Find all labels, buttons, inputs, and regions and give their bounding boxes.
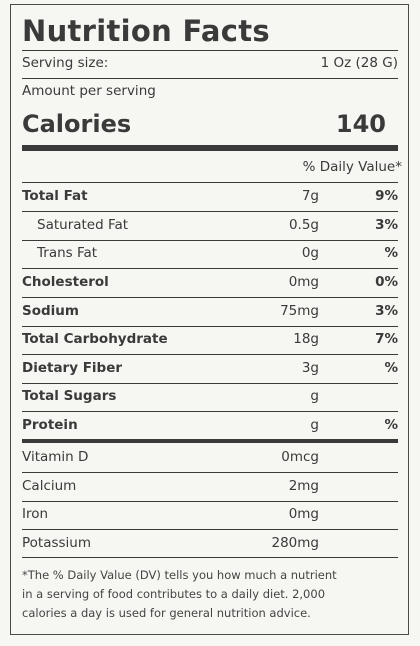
divider-thick: [22, 145, 398, 151]
footnote-line: calories a day is used for general nutri…: [22, 606, 311, 620]
nutrient-dv: %: [384, 245, 398, 261]
vitamin-name: Iron: [22, 506, 49, 522]
serving-size-value: 1 Oz (28 G): [320, 55, 398, 71]
calories-label: Calories: [22, 110, 132, 138]
nutrition-label: Nutrition Facts Serving size: 1 Oz (28 G…: [10, 4, 409, 635]
divider: [22, 326, 398, 327]
divider: [22, 182, 398, 183]
footnote: *The % Daily Value (DV) tells you how mu…: [22, 566, 352, 623]
nutrient-row-protein: Protein g %: [22, 415, 398, 435]
nutrient-name: Trans Fat: [37, 245, 98, 261]
nutrient-amount: 0mg: [288, 274, 319, 290]
divider: [22, 78, 398, 79]
nutrient-row-saturated-fat: Saturated Fat 0.5g 3%: [22, 215, 398, 235]
divider: [22, 383, 398, 384]
nutrient-dv: 0%: [375, 274, 398, 290]
nutrient-row-total-carbohydrate: Total Carbohydrate 18g 7%: [22, 329, 398, 349]
divider: [22, 211, 398, 212]
vitamin-name: Potassium: [22, 535, 92, 551]
nutrient-amount: g: [310, 388, 319, 404]
vitamin-name: Calcium: [22, 478, 77, 494]
divider: [22, 268, 398, 269]
nutrient-name: Total Fat: [22, 188, 88, 204]
nutrient-row-sodium: Sodium 75mg 3%: [22, 301, 398, 321]
nutrient-name: Dietary Fiber: [22, 360, 123, 376]
divider-thick: [22, 439, 398, 443]
vitamin-row-vitamin-d: Vitamin D 0mcg: [22, 447, 398, 467]
vitamin-amount: 2mg: [288, 478, 319, 494]
divider: [22, 354, 398, 355]
vitamin-row-calcium: Calcium 2mg: [22, 476, 398, 496]
vitamin-amount: 280mg: [271, 535, 320, 551]
nutrient-dv: %: [384, 417, 398, 433]
vitamin-amount: 0mg: [288, 506, 319, 522]
divider: [22, 297, 398, 298]
nutrient-amount: 18g: [293, 331, 319, 347]
nutrient-amount: 0g: [301, 245, 319, 261]
divider: [22, 501, 398, 502]
nutrient-name: Protein: [22, 417, 78, 433]
nutrient-dv: 3%: [375, 217, 398, 233]
nutrient-amount: g: [310, 417, 319, 433]
vitamin-amount: 0mcg: [281, 449, 319, 465]
nutrient-dv: 9%: [375, 188, 398, 204]
nutrient-row-total-sugars: Total Sugars g: [22, 386, 398, 406]
nutrient-name: Total Carbohydrate: [22, 331, 168, 347]
daily-value-header: % Daily Value*: [302, 159, 402, 175]
nutrient-amount: 3g: [301, 360, 319, 376]
vitamin-row-potassium: Potassium 280mg: [22, 533, 398, 553]
nutrient-amount: 75mg: [280, 303, 319, 319]
nutrient-dv: 7%: [375, 331, 398, 347]
calories-value: 140: [335, 110, 386, 138]
nutrient-name: Saturated Fat: [37, 217, 129, 233]
divider: [22, 411, 398, 412]
label-title: Nutrition Facts: [22, 14, 270, 48]
divider: [22, 529, 398, 530]
footnote-line: *The % Daily Value (DV) tells you how mu…: [22, 568, 337, 582]
nutrient-name: Cholesterol: [22, 274, 109, 290]
vitamin-row-iron: Iron 0mg: [22, 504, 398, 524]
nutrient-row-trans-fat: Trans Fat 0g %: [22, 243, 398, 263]
nutrient-dv: %: [384, 360, 398, 376]
vitamin-name: Vitamin D: [22, 449, 89, 465]
nutrient-amount: 0.5g: [288, 217, 319, 233]
amount-per-serving: Amount per serving: [22, 83, 156, 99]
nutrient-row-total-fat: Total Fat 7g 9%: [22, 186, 398, 206]
footnote-line: in a serving of food contributes to a da…: [22, 587, 326, 601]
nutrient-amount: 7g: [301, 188, 319, 204]
divider: [22, 557, 398, 558]
nutrient-row-cholesterol: Cholesterol 0mg 0%: [22, 272, 398, 292]
divider: [22, 472, 398, 473]
serving-size-row: Serving size: 1 Oz (28 G): [22, 53, 398, 73]
nutrient-name: Sodium: [22, 303, 79, 319]
nutrient-name: Total Sugars: [22, 388, 117, 404]
divider: [22, 240, 398, 241]
nutrient-row-dietary-fiber: Dietary Fiber 3g %: [22, 358, 398, 378]
nutrient-dv: 3%: [375, 303, 398, 319]
divider: [22, 50, 398, 51]
serving-size-label: Serving size:: [22, 55, 109, 71]
